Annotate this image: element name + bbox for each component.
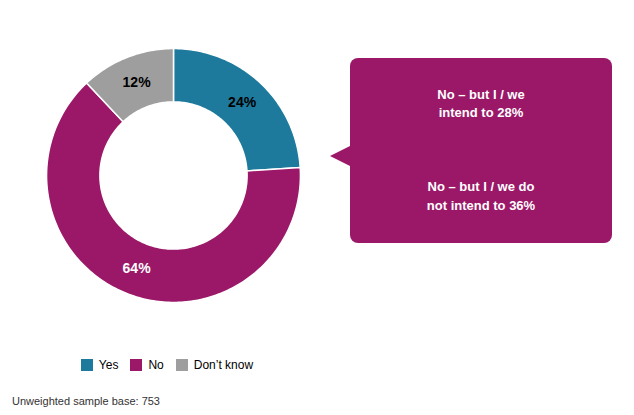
html-text:No – but I / we intend to 28%: No – but I / we intend to 28% bbox=[437, 87, 525, 121]
html-text:Unweighted sample base: 753: Unweighted sample base: 753 bbox=[12, 395, 160, 407]
html-text:Yes: Yes bbox=[98, 357, 119, 372]
svg-text:12%: 12% bbox=[123, 74, 152, 90]
html-text:No: No bbox=[148, 357, 164, 372]
svg-text:24%: 24% bbox=[228, 94, 257, 110]
svg-text:64%: 64% bbox=[123, 260, 152, 276]
html-text:Don’t know: Don’t know bbox=[193, 357, 254, 372]
html-text:No – but I / we do not intend: No – but I / we do not intend to 36% bbox=[426, 179, 536, 213]
